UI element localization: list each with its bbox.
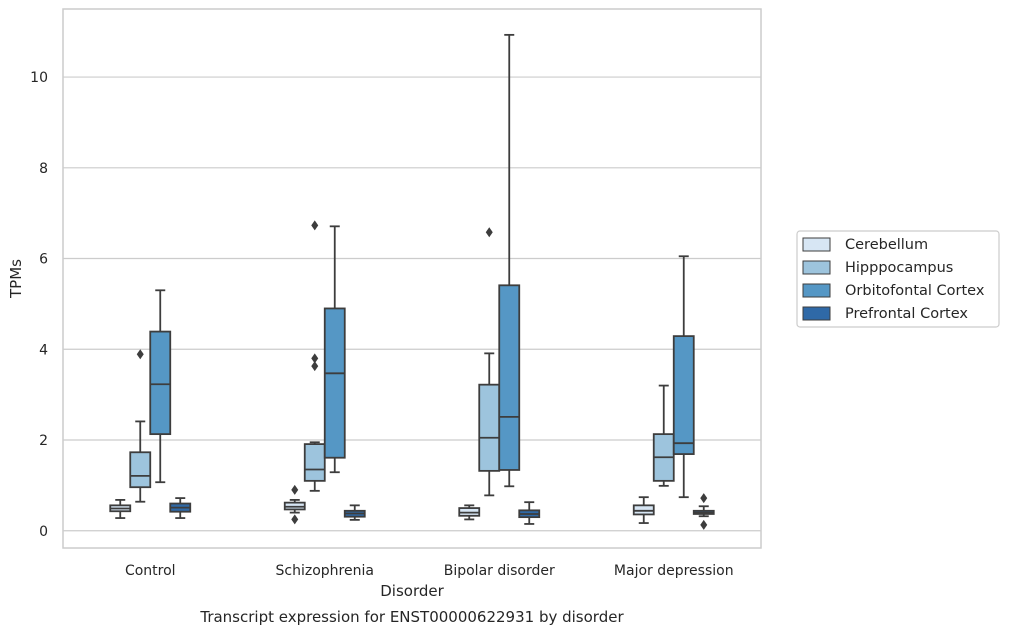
box-cerebellum bbox=[458, 504, 481, 521]
legend-swatch bbox=[802, 260, 831, 275]
box-orbitofontal-cortex bbox=[498, 33, 521, 488]
box-hipppocampus bbox=[303, 220, 326, 492]
legend-frame bbox=[796, 230, 1000, 328]
box-prefrontal-cortex bbox=[692, 493, 715, 530]
box-prefrontal-cortex bbox=[343, 504, 366, 521]
box-body bbox=[303, 443, 326, 482]
x-axis-label: Disorder bbox=[380, 582, 444, 600]
legend-swatch bbox=[802, 306, 831, 321]
chart-caption: Transcript expression for ENST0000062293… bbox=[199, 608, 624, 626]
box-orbitofontal-cortex bbox=[323, 225, 346, 474]
box-prefrontal-cortex bbox=[518, 501, 541, 525]
box-body bbox=[149, 330, 172, 436]
legend-label: Prefrontal Cortex bbox=[845, 306, 968, 322]
x-tick-label: Major depression bbox=[614, 563, 734, 579]
legend-label: Hipppocampus bbox=[845, 260, 953, 276]
legend-item: Hipppocampus bbox=[802, 260, 953, 276]
outlier-point bbox=[311, 353, 319, 364]
boxes bbox=[109, 33, 715, 530]
x-tick-label: Control bbox=[125, 563, 176, 579]
outlier-point bbox=[136, 349, 144, 360]
box-body bbox=[498, 284, 521, 471]
box-hipppocampus bbox=[478, 227, 501, 497]
legend-label: Orbitofontal Cortex bbox=[845, 283, 985, 299]
box-body bbox=[672, 335, 695, 455]
box-hipppocampus bbox=[652, 384, 675, 487]
box-cerebellum bbox=[632, 496, 655, 524]
outlier-point bbox=[311, 361, 319, 372]
legend: Cerebellum Hipppocampus Orbitofontal Corte… bbox=[796, 230, 1000, 328]
box-cerebellum bbox=[283, 484, 306, 525]
legend-label: Cerebellum bbox=[845, 237, 928, 253]
outlier-point bbox=[700, 519, 708, 530]
legend-item: Orbitofontal Cortex bbox=[802, 283, 985, 299]
box-body bbox=[478, 383, 501, 472]
x-tick-label: Schizophrenia bbox=[276, 563, 374, 579]
y-axis-label: TPMs bbox=[7, 259, 25, 299]
plot-frame bbox=[62, 8, 762, 549]
box-orbitofontal-cortex bbox=[672, 255, 695, 499]
box-cerebellum bbox=[109, 499, 132, 519]
outlier-point bbox=[291, 484, 299, 495]
outlier-point bbox=[700, 493, 708, 504]
outlier-point bbox=[311, 220, 319, 231]
outlier-point bbox=[291, 514, 299, 525]
x-tick-label: Bipolar disorder bbox=[444, 563, 555, 579]
box-prefrontal-cortex bbox=[169, 497, 192, 519]
y-tick-label: 0 bbox=[39, 524, 48, 540]
legend-swatch bbox=[802, 237, 831, 252]
y-tick-label: 2 bbox=[39, 433, 48, 449]
x-tick-labels: Control Schizophrenia Bipolar disorder Majo… bbox=[125, 563, 734, 579]
y-tick-label: 10 bbox=[30, 70, 48, 86]
box-body bbox=[632, 504, 655, 516]
legend-item: Cerebellum bbox=[802, 237, 928, 253]
y-tick-label: 8 bbox=[39, 161, 48, 177]
outlier-point bbox=[485, 227, 493, 238]
box-orbitofontal-cortex bbox=[149, 289, 172, 484]
legend-swatch bbox=[802, 283, 831, 298]
y-tick-label: 6 bbox=[39, 252, 48, 268]
gridlines bbox=[63, 76, 761, 532]
y-tick-label: 4 bbox=[39, 342, 48, 358]
y-tick-labels: 0 2 4 6 8 10 bbox=[30, 70, 48, 540]
legend-item: Prefrontal Cortex bbox=[802, 306, 968, 322]
box-body bbox=[129, 451, 152, 489]
box-hipppocampus bbox=[129, 349, 152, 503]
box-body bbox=[323, 307, 346, 459]
